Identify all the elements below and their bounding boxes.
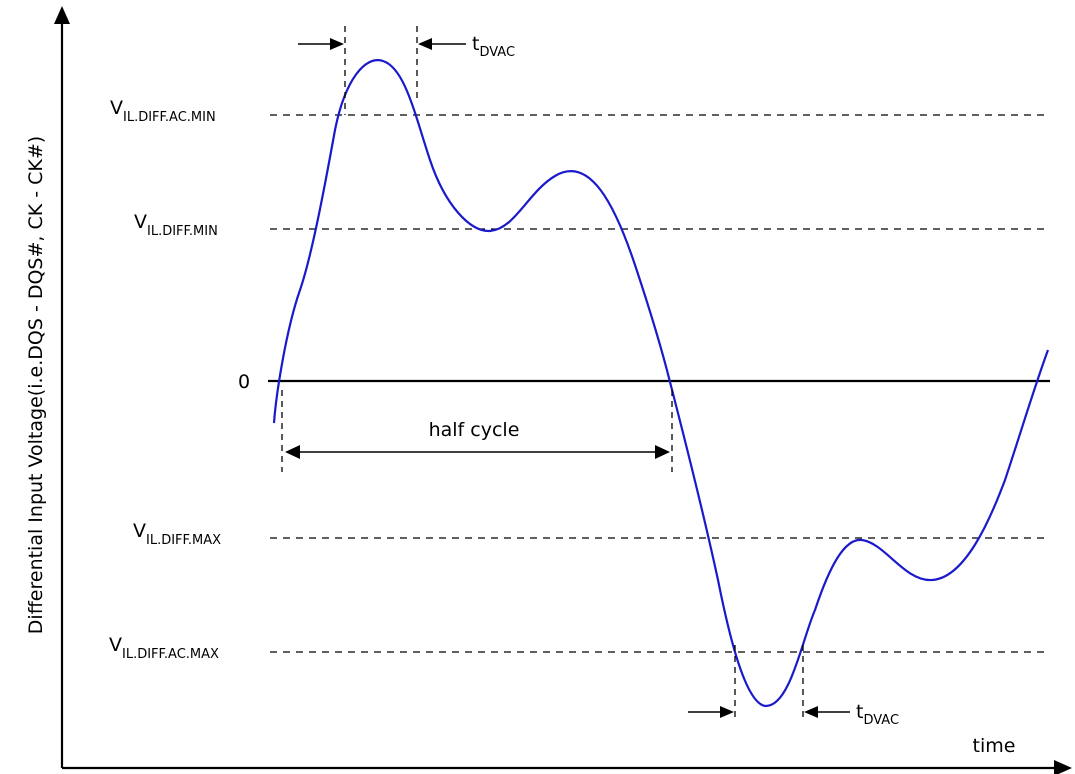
zero-label: 0 — [238, 371, 250, 393]
bottom-tdvac-label: tDVAC — [856, 701, 899, 728]
y-axis-label: Differential Input Voltage(i.e.DQS - DQS… — [25, 136, 47, 634]
half-cycle-arrowhead-left — [285, 445, 300, 459]
y-axis-arrowhead — [54, 6, 70, 24]
max-level-label: VIL.DIFF.MAX — [133, 520, 221, 548]
top-tdvac-left-arrowhead — [330, 38, 344, 50]
ac-max-level-label: VIL.DIFF.AC.MAX — [109, 634, 219, 662]
half-cycle-arrowhead-right — [655, 445, 670, 459]
ac-min-level-label: VIL.DIFF.AC.MIN — [110, 97, 216, 125]
differential-waveform — [272, 59, 1050, 708]
half-cycle-label: half cycle — [429, 419, 520, 441]
x-axis-arrowhead — [1054, 760, 1072, 774]
min-level-label: VIL.DIFF.MIN — [134, 211, 218, 239]
bottom-tdvac-left-arrowhead — [720, 706, 734, 718]
x-axis-label: time — [973, 735, 1016, 757]
top-tdvac-label: tDVAC — [472, 33, 515, 60]
top-tdvac-right-arrowhead — [418, 38, 432, 50]
bottom-tdvac-right-arrowhead — [804, 706, 818, 718]
